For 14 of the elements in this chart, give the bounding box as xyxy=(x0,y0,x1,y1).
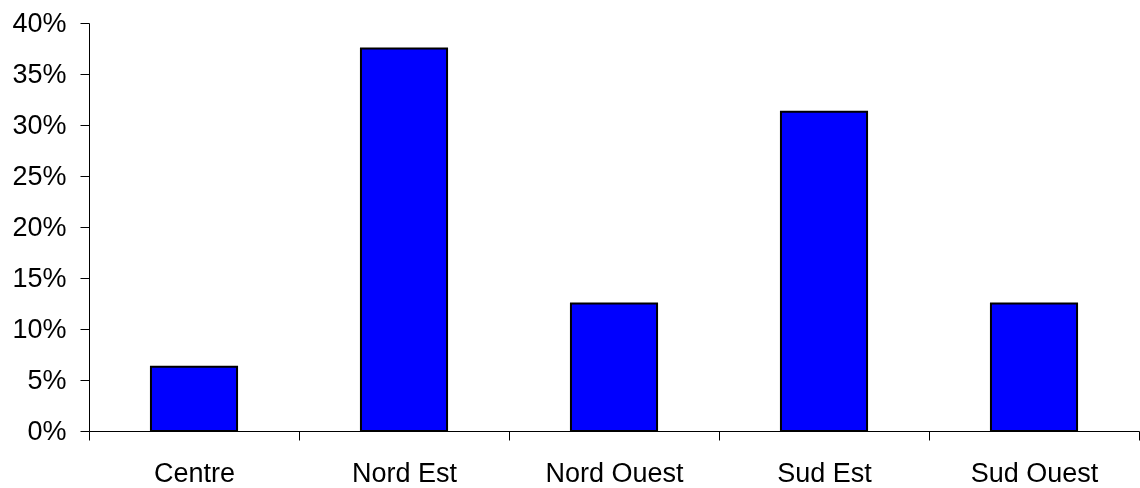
x-tick-label: Sud Ouest xyxy=(970,457,1099,488)
y-tick-label: 20% xyxy=(12,211,67,242)
y-tick-label: 35% xyxy=(12,58,67,89)
x-tick-label: Nord Ouest xyxy=(545,457,685,488)
y-tick-label: 5% xyxy=(27,364,67,395)
x-tick-label: Sud Est xyxy=(777,457,873,488)
y-tick-label: 10% xyxy=(12,313,67,344)
y-tick-label: 40% xyxy=(12,7,67,38)
y-tick-label: 30% xyxy=(12,109,67,140)
x-tick-label: Nord Est xyxy=(351,457,458,488)
y-tick-label: 25% xyxy=(12,160,67,191)
y-tick-label: 0% xyxy=(27,415,67,446)
x-tick-label: Centre xyxy=(153,457,236,488)
y-tick-label: 15% xyxy=(12,262,67,293)
